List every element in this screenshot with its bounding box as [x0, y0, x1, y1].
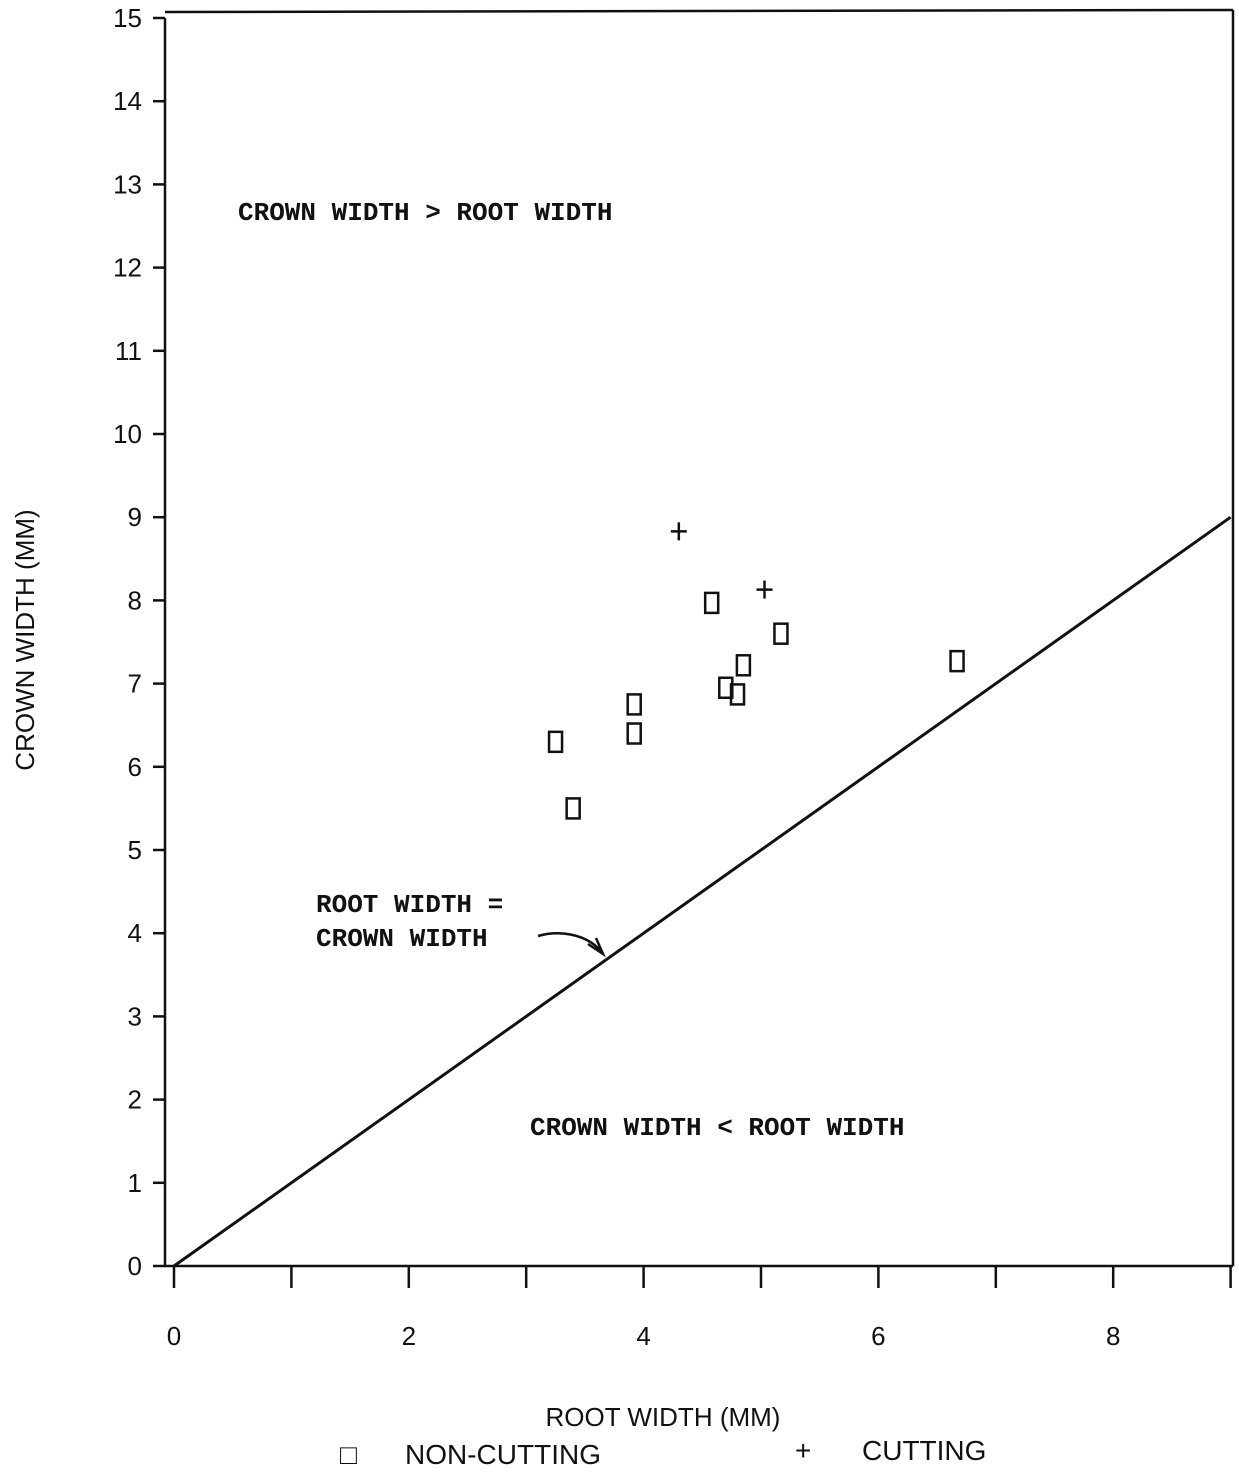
y-tick-label: 11: [115, 336, 142, 366]
non-cutting-point: [547, 730, 564, 754]
non-cutting-point: [626, 722, 642, 745]
legend-non-cutting-symbol: □: [340, 1439, 357, 1470]
y-tick-label: 10: [113, 419, 142, 449]
annotation-line-label-2: CROWN WIDTH: [316, 924, 488, 954]
legend-non-cutting-label: NON-CUTTING: [405, 1439, 601, 1470]
non-cutting-point: [735, 654, 752, 677]
cutting-point: [670, 522, 687, 541]
legend-cutting-symbol: +: [795, 1435, 811, 1466]
annotation-arrowhead: [587, 937, 606, 958]
x-tick-label: 6: [871, 1321, 885, 1351]
legend-cutting-label: CUTTING: [862, 1435, 986, 1466]
y-tick-label: 8: [128, 585, 142, 615]
non-cutting-point: [773, 622, 789, 645]
annotation-line-label-1: ROOT WIDTH =: [316, 890, 503, 920]
y-tick-label: 7: [128, 669, 142, 699]
x-axis-title: ROOT WIDTH (MM): [546, 1402, 781, 1432]
y-tick-label: 0: [128, 1251, 142, 1281]
y-tick-label: 12: [113, 253, 142, 283]
cutting-point: [756, 580, 773, 599]
y-tick-label: 13: [113, 169, 142, 199]
x-tick-label: 8: [1106, 1321, 1120, 1351]
reference-line: [173, 515, 1232, 1268]
reference-line-group: [173, 515, 1232, 1268]
y-tick-label: 15: [113, 3, 142, 33]
y-tick-label: 6: [128, 752, 142, 782]
y-tick-label: 9: [128, 502, 142, 532]
non-cutting-point: [626, 693, 642, 716]
y-tick-label: 3: [128, 1001, 142, 1031]
x-tick-label: 4: [636, 1321, 650, 1351]
y-tick-label: 5: [128, 835, 142, 865]
annotation-arrow: [537, 932, 601, 951]
non-cutting-point: [729, 683, 746, 706]
y-axis-title: CROWN WIDTH (MM): [10, 509, 40, 770]
y-tick-label: 2: [128, 1085, 142, 1115]
y-tick-label: 14: [113, 86, 142, 116]
non-cutting-point: [565, 797, 581, 820]
y-tick-label: 4: [128, 918, 142, 948]
non-cutting-point: [703, 591, 720, 615]
top-border-line: [164, 8, 1234, 14]
y-tick-label: 1: [128, 1168, 142, 1198]
non-cutting-point: [718, 676, 734, 700]
data-points-group: [547, 522, 965, 820]
x-tick-label: 0: [167, 1321, 181, 1351]
annotation-upper-region: CROWN WIDTH > ROOT WIDTH: [238, 198, 612, 228]
non-cutting-point: [949, 649, 965, 673]
x-tick-label: 2: [402, 1321, 416, 1351]
annotation-lower-region: CROWN WIDTH < ROOT WIDTH: [530, 1113, 904, 1143]
